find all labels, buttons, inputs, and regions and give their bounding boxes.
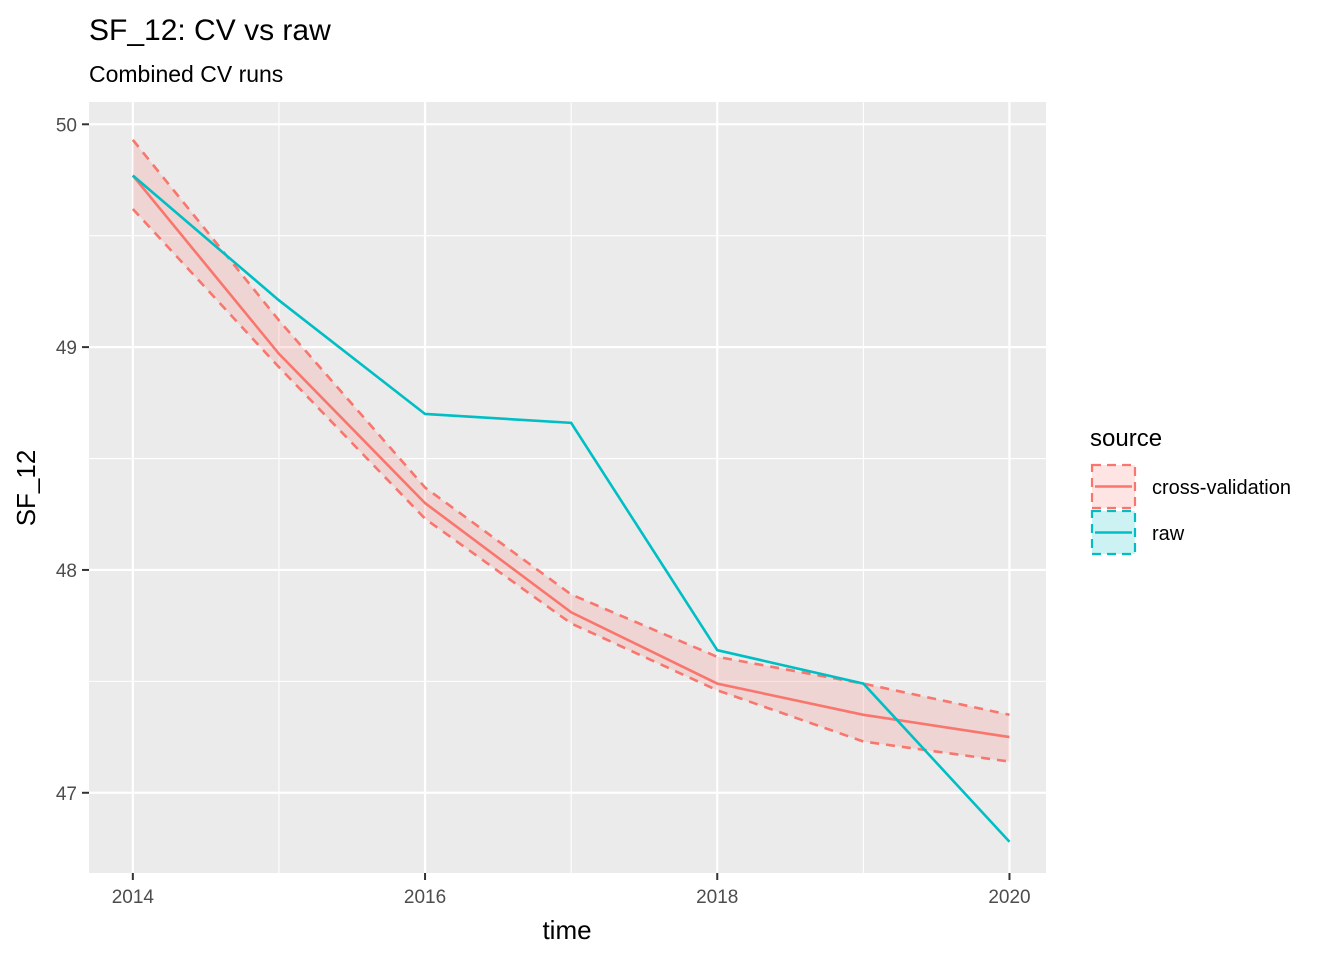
grid-major [89, 102, 1046, 873]
bounds [131, 139, 1010, 763]
x-axis: 2014 2016 2018 2020 [112, 873, 1031, 908]
chart-title: SF_12: CV vs raw [89, 14, 331, 47]
y-axis: 47 48 49 50 [56, 115, 89, 805]
lower-bound-cross-validation [131, 208, 1010, 763]
upper-bound-cross-validation [131, 139, 1010, 717]
x-tick-label: 2016 [404, 887, 446, 908]
legend: source cross-validation raw [1090, 425, 1291, 556]
ribbon-cross-validation [132, 139, 1010, 762]
y-tick-label: 50 [56, 115, 77, 136]
legend-label: cross-validation [1152, 477, 1291, 499]
lines [131, 174, 1011, 843]
y-tick-label: 48 [56, 561, 77, 582]
y-axis-title: SF_12 [11, 450, 41, 527]
legend-label: raw [1152, 523, 1185, 545]
grid-minor [89, 102, 1046, 873]
plot-panel [89, 102, 1046, 873]
y-tick-label: 49 [56, 338, 77, 359]
x-tick-label: 2020 [988, 887, 1030, 908]
legend-item: cross-validation [1090, 463, 1291, 510]
ribbons [132, 139, 1010, 762]
x-tick-label: 2014 [112, 887, 155, 908]
chart-subtitle: Combined CV runs [89, 61, 283, 87]
y-tick-label: 47 [56, 784, 77, 805]
x-tick-label: 2018 [696, 887, 738, 908]
x-axis-title: time [542, 915, 591, 945]
legend-title: source [1090, 425, 1162, 452]
legend-items: cross-validation raw [1090, 463, 1291, 556]
line-raw [131, 174, 1011, 843]
legend-item: raw [1090, 509, 1185, 556]
line-cross-validation [131, 174, 1010, 739]
